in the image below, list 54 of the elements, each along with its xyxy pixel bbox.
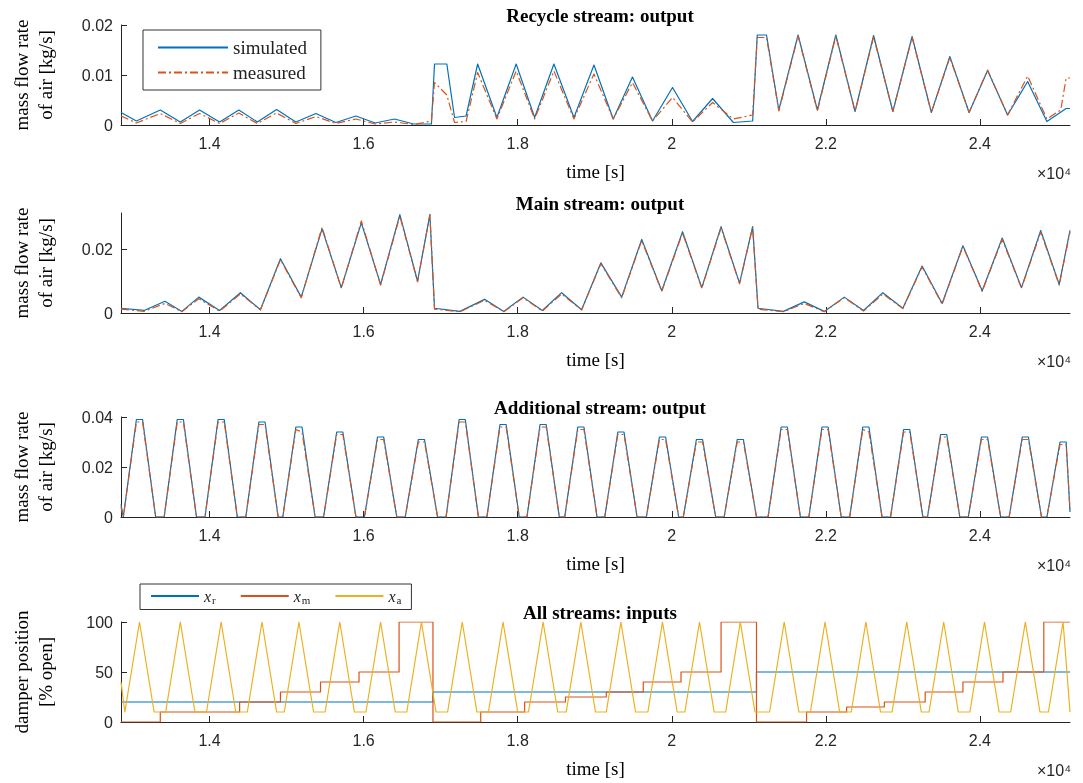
x-tick-label: 1.8	[506, 731, 529, 749]
x-tick-label: 1.6	[352, 731, 375, 749]
legend-label: simulated	[233, 37, 308, 58]
y-tick-label: 0	[104, 713, 114, 731]
x-tick-label: 1.6	[352, 526, 375, 544]
x-axis-title: time [s]	[566, 758, 625, 779]
x-tick-label: 2	[667, 322, 677, 340]
chart-title: Recycle stream: output	[506, 5, 695, 26]
chart-title: All streams: inputs	[523, 602, 677, 623]
y-axis-title: mass flow rate of air [kg/s]	[10, 19, 56, 131]
y-tick-label: 0	[104, 116, 114, 134]
y-tick-label: 0.02	[81, 241, 114, 259]
x-tick-label: 2.2	[814, 731, 838, 749]
x-tick-label: 2.2	[814, 526, 838, 544]
y-tick-label: 50	[95, 663, 114, 681]
x-tick-label: 1.4	[198, 322, 221, 340]
x-tick-label: 2.4	[968, 731, 992, 749]
x-tick-label: 1.4	[198, 526, 221, 544]
text: ×10⁴	[1036, 164, 1072, 182]
chart-title: Additional stream: output	[494, 397, 707, 418]
x-tick-label: 2.4	[968, 322, 992, 340]
text: ×10⁴	[1036, 556, 1072, 574]
y-axis-title: damper position [% open]	[10, 610, 56, 734]
y-tick-label: 0.02	[81, 16, 114, 34]
y-tick-label: 100	[86, 613, 114, 631]
x-tick-label: 1.6	[352, 322, 375, 340]
x-tick-label: 1.8	[506, 134, 529, 152]
x-tick-label: 2.2	[814, 322, 838, 340]
y-axis-title: mass flow rate of air [kg/s]	[10, 411, 56, 523]
x-axis-title: time [s]	[566, 161, 625, 182]
x-tick-label: 2	[667, 134, 677, 152]
text: ×10⁴	[1036, 761, 1072, 779]
y-tick-label: 0	[104, 508, 114, 526]
x-tick-label: 1.8	[506, 322, 529, 340]
y-tick-label: 0	[104, 304, 114, 322]
chart-title: Main stream: output	[515, 193, 685, 214]
y-axis-title: mass flow rate of air [kg/s]	[10, 207, 56, 319]
x-tick-label: 1.8	[506, 526, 529, 544]
x-tick-label: 1.6	[352, 134, 375, 152]
x-tick-label: 2	[667, 731, 677, 749]
x-axis-title: time [s]	[566, 553, 625, 574]
x-tick-label: 2.4	[968, 134, 992, 152]
x-axis-title: time [s]	[566, 349, 625, 370]
legend-label: measured	[233, 62, 307, 83]
x-tick-label: 1.4	[198, 731, 221, 749]
y-tick-label: 0.01	[81, 66, 114, 84]
y-tick-label: 0.02	[81, 458, 114, 476]
y-tick-label: 0.04	[81, 408, 114, 426]
x-tick-label: 2.2	[814, 134, 838, 152]
x-tick-label: 1.4	[198, 134, 221, 152]
line-series	[120, 213, 1071, 313]
x-tick-label: 2.4	[968, 526, 992, 544]
x-tick-label: 2	[667, 526, 677, 544]
text: ×10⁴	[1036, 352, 1072, 370]
